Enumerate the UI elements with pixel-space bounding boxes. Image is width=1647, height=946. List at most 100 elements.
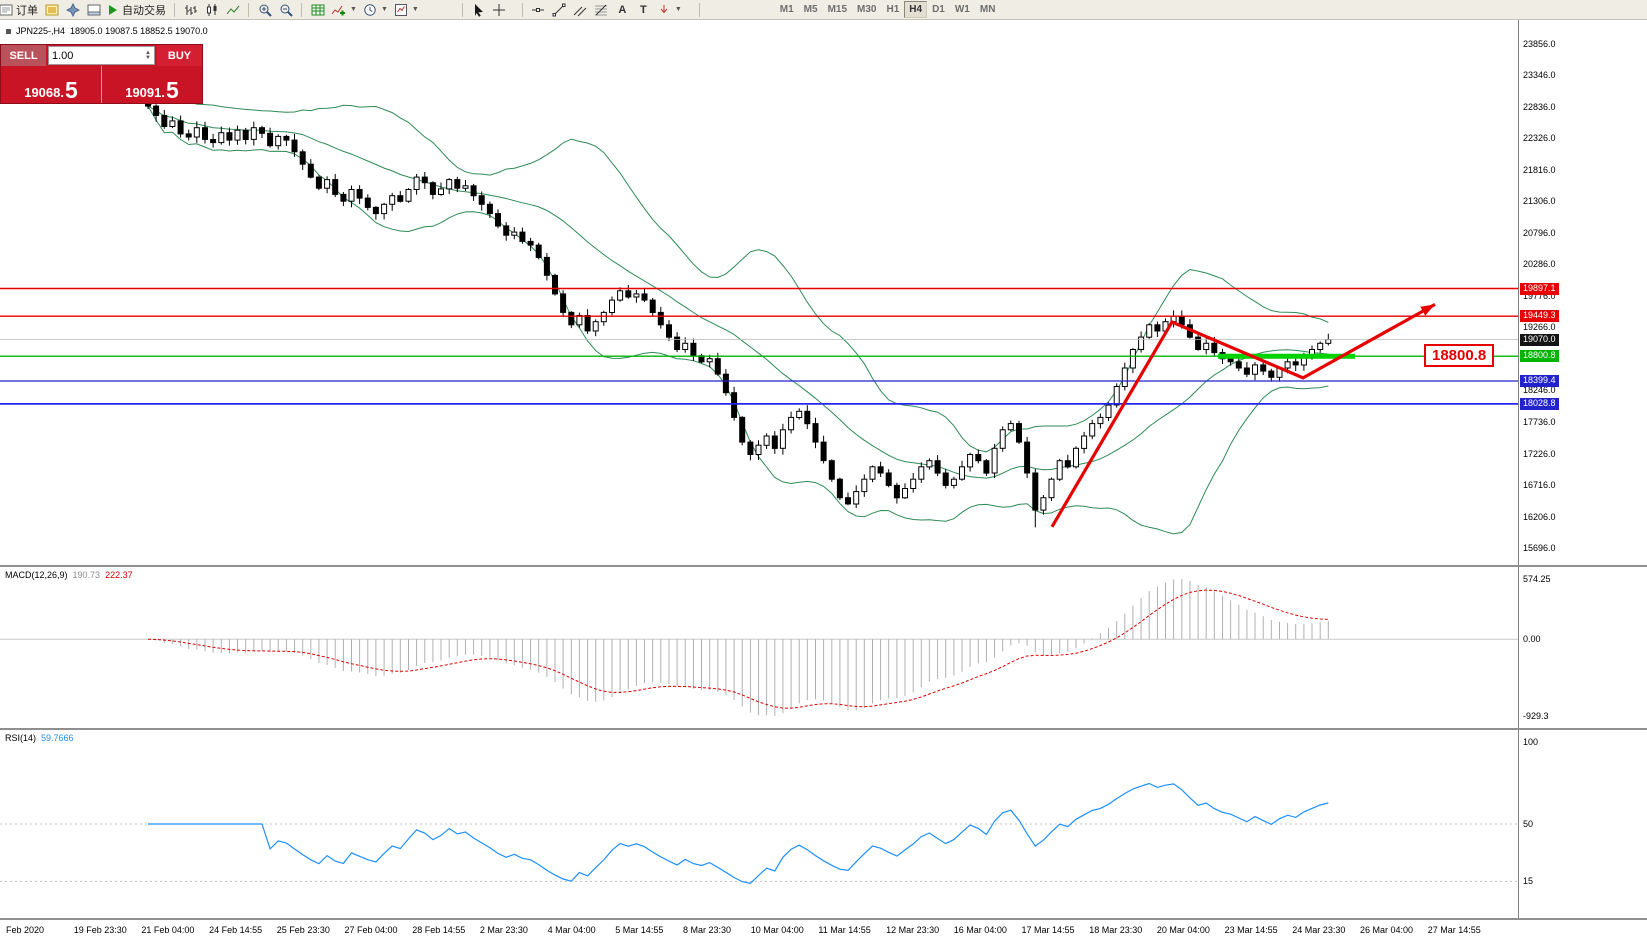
cursor-icon	[475, 3, 484, 17]
bollinger-middle[interactable]	[147, 105, 1329, 479]
timeframe-M1[interactable]: M1	[779, 4, 794, 15]
macd-canvas[interactable]	[0, 567, 1518, 728]
grid-button[interactable]	[307, 1, 328, 19]
rsi-canvas[interactable]	[0, 730, 1518, 918]
price-label: 17736.0	[1523, 417, 1556, 427]
market-watch-button[interactable]	[41, 1, 62, 19]
chart-candles-button[interactable]	[201, 1, 222, 19]
sell-price-main: 19068.	[24, 85, 64, 100]
spin-down-icon[interactable]: ▼	[145, 54, 151, 61]
one-click-trading-panel: SELL 1.00 ▲ ▼ BUY 19068. 5 19091. 5	[0, 44, 203, 104]
dropdown-caret-icon: ▼	[411, 6, 419, 13]
text-label-button[interactable]: T	[633, 1, 654, 19]
time-label: 25 Feb 23:30	[276, 925, 330, 935]
clock-icon	[364, 3, 376, 16]
rsi-axis-label: 15	[1523, 876, 1534, 887]
buy-price-main: 19091.	[125, 85, 165, 100]
time-label: 27 Mar 14:55	[1427, 925, 1481, 935]
zoom-out-button[interactable]	[275, 1, 296, 19]
panel-splitter[interactable]	[0, 728, 1647, 730]
autotrading-button[interactable]: 自动交易	[104, 1, 169, 19]
panel-splitter[interactable]	[0, 918, 1647, 920]
price-label: 21816.0	[1523, 164, 1556, 175]
time-label: 18 Mar 23:30	[1089, 925, 1143, 935]
rsi-name: RSI(14)	[5, 733, 37, 743]
sell-button[interactable]: SELL	[1, 45, 46, 66]
macd-axis[interactable]: 574.25 0.00 -929.3	[1518, 567, 1647, 728]
price-annotation-label[interactable]: 18800.8	[1424, 344, 1495, 368]
chart-bars-button[interactable]	[180, 1, 201, 19]
horizontal-line-button[interactable]	[528, 1, 549, 19]
price-marker-19070.0: 19070.0	[1520, 333, 1559, 346]
toolbar: 订单 自动交易	[0, 0, 1647, 20]
sell-price[interactable]: 19068. 5	[1, 66, 102, 103]
timeframe-D1[interactable]: D1	[932, 4, 945, 15]
price-chart-panel: JPN225-,H4 18905.0 19087.5 18852.5 19070…	[0, 20, 1647, 565]
channel-icon	[573, 6, 587, 16]
periods-button[interactable]: ▼	[360, 1, 391, 19]
cursor-button[interactable]	[468, 1, 489, 19]
price-label: 23856.0	[1523, 38, 1556, 49]
time-label: 17 Mar 14:55	[1021, 925, 1075, 935]
timeframe-H4[interactable]: H4	[904, 1, 928, 18]
price-marker-19449.3: 19449.3	[1520, 310, 1559, 323]
bollinger-lower[interactable]	[147, 105, 1329, 535]
arrows-button[interactable]: ▼	[654, 1, 685, 19]
rsi-axis[interactable]: 100 50 15	[1518, 730, 1647, 918]
terminal-button[interactable]	[83, 1, 104, 19]
zoom-in-button[interactable]	[254, 1, 275, 19]
time-label: Feb 2020	[6, 925, 45, 935]
price-axis[interactable]: 23856.0 23346.0 22836.0 22326.0 21816.0 21306…	[1518, 20, 1647, 565]
rsi-panel[interactable]: RSI(14) 59.7666 100 50 15	[0, 730, 1647, 918]
crosshair-button[interactable]	[489, 1, 510, 19]
macd-signal-line	[147, 589, 1329, 709]
horizontal-line-icon	[532, 7, 545, 12]
bollinger-upper[interactable]	[147, 98, 1329, 453]
timeframe-M5[interactable]: M5	[803, 4, 818, 15]
rsi-label: RSI(14) 59.7666	[5, 733, 74, 743]
fibonacci-button[interactable]	[591, 1, 612, 19]
price-marker-18399.4: 18399.4	[1520, 375, 1559, 388]
crosshair-icon	[493, 3, 506, 16]
price-label: 15696.0	[1523, 543, 1556, 553]
spin-up-icon[interactable]: ▲	[145, 49, 151, 56]
time-label: 24 Feb 14:55	[209, 925, 263, 935]
macd-panel[interactable]: MACD(12,26,9) 190.73 222.37 574.25 0.00 -9…	[0, 567, 1647, 728]
timeframe-H1[interactable]: H1	[886, 4, 900, 15]
buy-price[interactable]: 19091. 5	[102, 66, 202, 103]
chart-candles-icon	[206, 3, 216, 16]
timeframe-MN[interactable]: MN	[979, 4, 996, 15]
navigator-button[interactable]	[62, 1, 83, 19]
time-label: 24 Mar 23:30	[1292, 925, 1346, 935]
timeframe-W1[interactable]: W1	[954, 4, 970, 15]
price-marker-18800.8: 18800.8	[1520, 350, 1559, 363]
navigator-icon	[65, 2, 80, 17]
text-button[interactable]: A	[612, 1, 633, 19]
volume-input[interactable]: 1.00 ▲ ▼	[48, 46, 155, 65]
price-label: 22836.0	[1523, 101, 1556, 112]
panel-splitter[interactable]	[0, 565, 1647, 567]
channel-button[interactable]	[570, 1, 591, 19]
price-label: 23346.0	[1523, 70, 1556, 81]
terminal-icon	[87, 4, 100, 15]
trend-arrow-head	[1420, 304, 1435, 316]
price-chart-canvas[interactable]	[0, 20, 1518, 565]
time-label: 12 Mar 23:30	[886, 925, 940, 935]
volume-spinner[interactable]: ▲ ▼	[145, 49, 151, 61]
toolbar-separator	[174, 2, 175, 17]
new-order-button[interactable]: 订单	[0, 1, 41, 19]
buy-button[interactable]: BUY	[157, 45, 202, 66]
time-label: 21 Feb 04:00	[141, 925, 195, 935]
time-axis[interactable]: Feb 2020 19 Feb 23:30 21 Feb 04:00 24 Feb 1…	[0, 920, 1647, 946]
timeframe-M30[interactable]: M30	[857, 4, 877, 15]
rsi-line	[148, 782, 1329, 884]
price-label: 19776.0	[1523, 290, 1556, 301]
trendline-button[interactable]	[549, 1, 570, 19]
timeframe-M15[interactable]: M15	[827, 4, 848, 15]
time-label: 19 Feb 23:30	[73, 925, 127, 935]
indicators-button[interactable]: ▼	[328, 1, 360, 19]
templates-button[interactable]: ▼	[391, 1, 422, 19]
chart-symbol-period: JPN225-,H4	[16, 26, 66, 36]
chart-line-button[interactable]	[222, 1, 243, 19]
trend-arrow-line[interactable]	[1050, 303, 1436, 528]
